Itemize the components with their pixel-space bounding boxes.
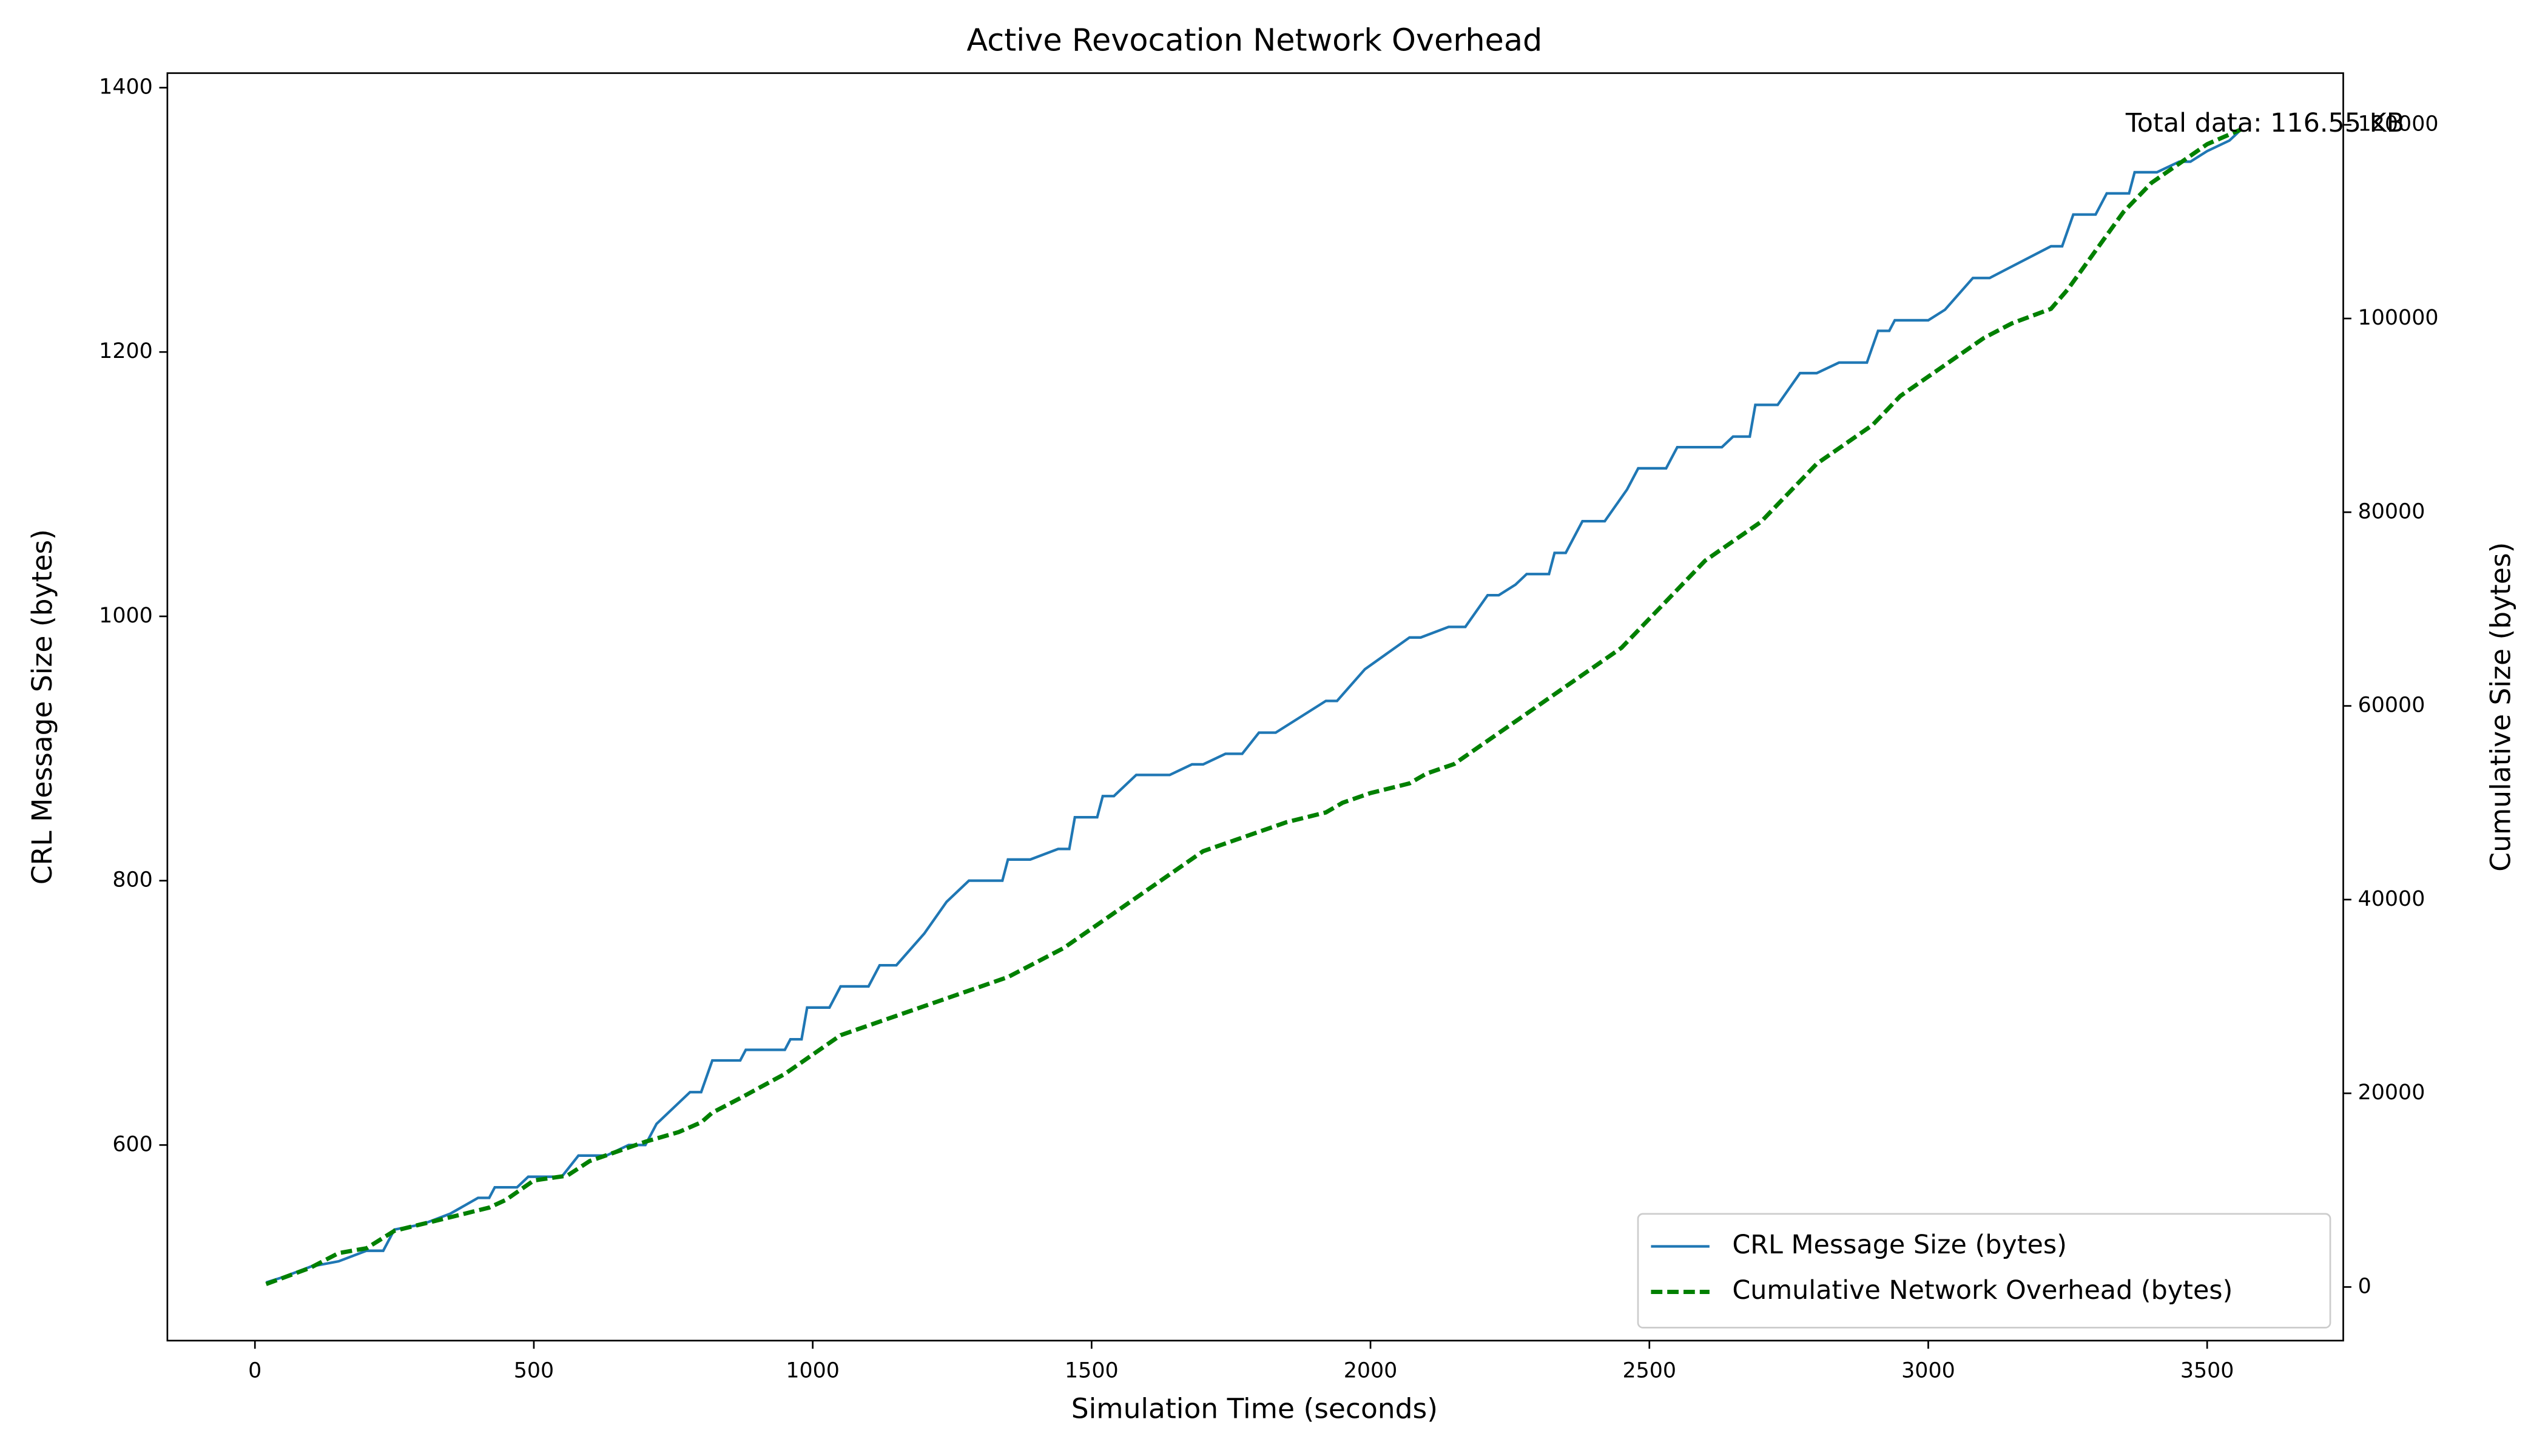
y2-tick-label: 20000: [2358, 1080, 2425, 1105]
legend-label: Cumulative Network Overhead (bytes): [1732, 1275, 2233, 1306]
y2-tick-label: 40000: [2358, 887, 2425, 911]
y2-tick-label: 60000: [2358, 693, 2425, 718]
legend-box: [1637, 1213, 2331, 1329]
y2-tick-label: 120000: [2358, 112, 2439, 136]
data-line: [265, 129, 2242, 1284]
data-line: [265, 127, 2242, 1286]
legend-label: CRL Message Size (bytes): [1732, 1230, 2067, 1260]
chart-title: Active Revocation Network Overhead: [966, 23, 1542, 59]
y2-tick-label: 80000: [2358, 499, 2425, 524]
x-tick-label: 2000: [1344, 1359, 1398, 1383]
y-tick-label: 1200: [99, 339, 153, 363]
x-tick-label: 1000: [786, 1359, 840, 1383]
y2-axis-label: Cumulative Size (bytes): [2485, 542, 2517, 872]
x-axis-label: Simulation Time (seconds): [1071, 1393, 1438, 1425]
x-tick-label: 2500: [1622, 1359, 1676, 1383]
y2-tick-label: 0: [2358, 1274, 2371, 1298]
y-axis-label: CRL Message Size (bytes): [26, 529, 58, 885]
x-tick-label: 1500: [1065, 1359, 1119, 1383]
x-tick-label: 3000: [1901, 1359, 1955, 1383]
y-tick-label: 800: [112, 868, 152, 892]
y2-tick-label: 100000: [2358, 306, 2439, 330]
y-tick-label: 600: [112, 1132, 152, 1156]
plot-frame: [166, 72, 2344, 1342]
x-tick-label: 0: [248, 1359, 261, 1383]
x-tick-label: 3500: [2180, 1359, 2234, 1383]
y-tick-label: 1000: [99, 604, 153, 628]
y-tick-label: 1400: [99, 75, 153, 99]
x-tick-label: 500: [514, 1359, 554, 1383]
annotation: Total data: 116.55 KB: [2125, 108, 2404, 138]
